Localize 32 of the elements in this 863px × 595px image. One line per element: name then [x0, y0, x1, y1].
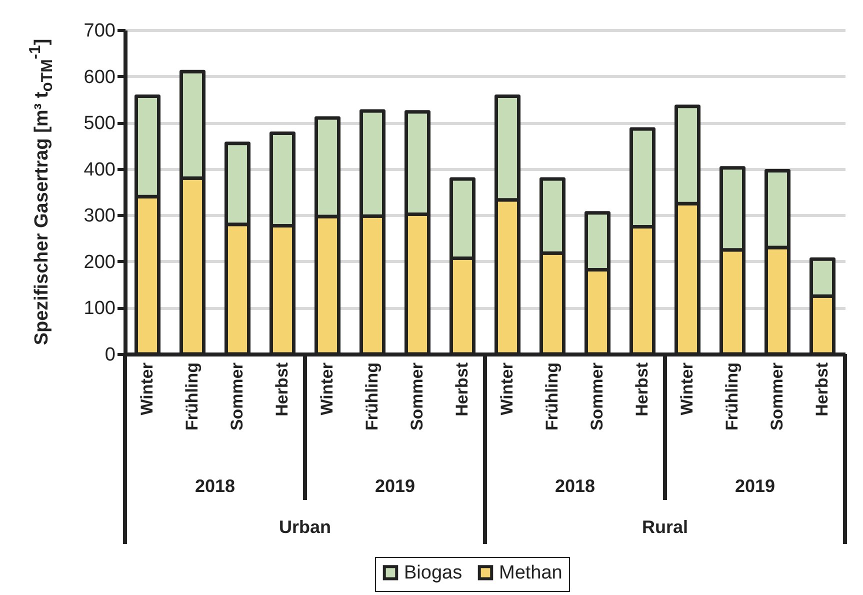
text: Urban — [278, 517, 332, 537]
y-tick-label: 400 — [84, 159, 116, 180]
y-tick-label: 200 — [84, 252, 116, 273]
x-tick-label: Sommer — [768, 362, 786, 431]
legend-label: Methan — [499, 562, 562, 584]
y-tick-label: 700 — [84, 20, 116, 42]
x-tick-label: Frühling — [542, 362, 562, 430]
x-tick-label: Herbst — [632, 362, 652, 416]
x-tick-label: Winter — [318, 362, 336, 416]
text: 2018 — [194, 476, 236, 496]
x-tick-label: Winter — [498, 362, 516, 416]
text: 2019 — [374, 476, 416, 496]
text: 2019 — [734, 476, 776, 496]
x-tick-label: Sommer — [408, 362, 426, 431]
y-tick-label: 100 — [84, 298, 116, 320]
text: 2018 — [554, 476, 596, 496]
text: Rural — [642, 517, 688, 537]
x-tick-label: Winter — [678, 362, 696, 416]
legend-label: Biogas — [404, 562, 462, 584]
y-tick-label: 300 — [84, 206, 116, 227]
x-tick-label: Sommer — [228, 362, 246, 431]
y-tick-label: 0 — [104, 344, 116, 366]
x-tick-label: Frühling — [182, 362, 202, 430]
x-tick-label: Herbst — [452, 362, 472, 416]
y-tick-label: 500 — [84, 113, 116, 134]
x-tick-label: Herbst — [272, 362, 292, 416]
x-tick-label: Winter — [138, 362, 156, 416]
x-tick-label: Sommer — [588, 362, 606, 431]
y-tick-label: 600 — [84, 66, 116, 88]
x-tick-label: Frühling — [362, 362, 382, 430]
x-tick-label: Herbst — [812, 362, 832, 416]
x-tick-label: Frühling — [722, 362, 742, 430]
